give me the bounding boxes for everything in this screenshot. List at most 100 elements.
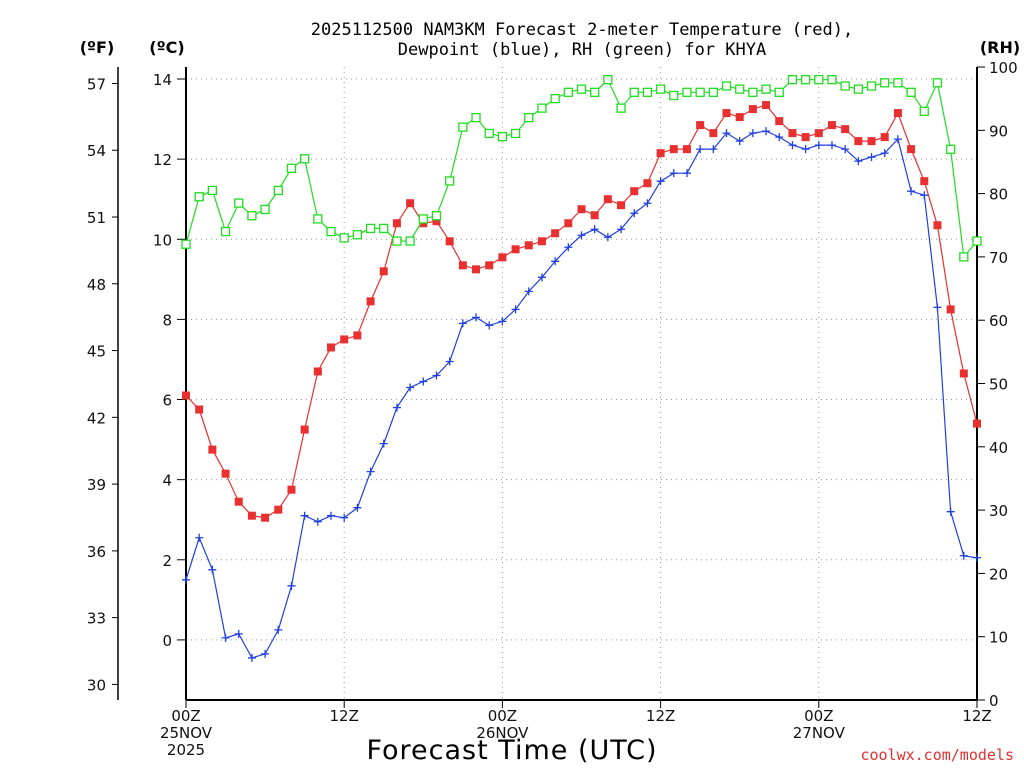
temperature-point bbox=[748, 105, 757, 114]
rh-tick-label: 30 bbox=[989, 502, 1008, 520]
temperature-point bbox=[485, 261, 494, 270]
rh-point bbox=[405, 236, 415, 246]
temperature-point bbox=[709, 129, 718, 138]
temperature-point bbox=[722, 109, 731, 118]
rh-tick-label: 70 bbox=[989, 249, 1008, 267]
dewpoint-point bbox=[221, 633, 230, 642]
dewpoint-point bbox=[182, 575, 190, 584]
dewpoint-point bbox=[788, 141, 797, 150]
dewpoint-point bbox=[564, 243, 573, 252]
rh-point bbox=[537, 103, 547, 113]
rh-point bbox=[260, 204, 270, 215]
temperature-point bbox=[208, 445, 217, 454]
temperature-point bbox=[841, 125, 850, 134]
temperature-point bbox=[406, 199, 415, 208]
rh-point bbox=[576, 84, 587, 94]
x-tick-label: 12Z bbox=[330, 707, 359, 725]
dewpoint-point bbox=[617, 225, 626, 234]
x-tick-label: 26NOV bbox=[476, 724, 529, 742]
fahrenheit-tick-label: 30 bbox=[87, 676, 106, 694]
dewpoint-point bbox=[287, 581, 296, 590]
temperature-point bbox=[353, 331, 362, 340]
x-tick-label: 25NOV bbox=[160, 724, 213, 742]
rh-tick-label: 80 bbox=[989, 186, 1008, 204]
rh-point bbox=[866, 81, 877, 91]
dewpoint-point bbox=[973, 553, 981, 562]
dewpoint-point bbox=[379, 439, 388, 448]
temperature-point bbox=[577, 205, 586, 214]
chart-title-line-1: 2025112500 NAM3KM Forecast 2-meter Tempe… bbox=[311, 20, 853, 40]
dewpoint-point bbox=[748, 129, 757, 138]
rh-unit-label: (RH) bbox=[980, 38, 1020, 57]
rh-point bbox=[840, 81, 850, 91]
rh-point bbox=[721, 81, 732, 91]
chart-title-line-2: Dewpoint (blue), RH (green) for KHYA bbox=[398, 40, 766, 60]
temperature-point bbox=[656, 149, 665, 158]
celsius-tick-label: 12 bbox=[153, 151, 172, 169]
dewpoint-point bbox=[603, 233, 612, 242]
rh-point bbox=[735, 84, 745, 94]
dewpoint-point bbox=[366, 467, 375, 476]
temperature-point bbox=[511, 245, 520, 254]
rh-point bbox=[972, 236, 982, 246]
rh-point bbox=[906, 87, 916, 97]
axis-ticks: 0 2 4 6 8 10 12 14 30 33 36 39 42 45 48 51 54 57 0 10 20 30 40… bbox=[87, 59, 1018, 759]
temperature-point bbox=[867, 137, 876, 146]
rh-point bbox=[313, 214, 323, 224]
celsius-tick-label: 10 bbox=[153, 231, 172, 249]
dewpoint-point bbox=[959, 551, 968, 560]
dewpoint-point bbox=[630, 209, 639, 218]
dewpoint-point bbox=[274, 625, 283, 634]
rh-point bbox=[642, 87, 653, 97]
rh-point bbox=[945, 144, 956, 154]
rh-point bbox=[510, 128, 521, 139]
temperature-point bbox=[696, 121, 705, 130]
dewpoint-point bbox=[946, 507, 955, 516]
temperature-point bbox=[946, 305, 955, 314]
temperature-point bbox=[854, 137, 863, 146]
temperature-point bbox=[366, 297, 375, 306]
temperature-point bbox=[682, 145, 691, 154]
rh-point bbox=[234, 198, 244, 208]
dewpoint-point bbox=[775, 133, 784, 142]
dewpoint-point bbox=[419, 377, 428, 386]
dewpoint-point bbox=[643, 199, 652, 208]
dewpoint-point bbox=[933, 303, 942, 312]
dewpoint-point bbox=[841, 145, 850, 154]
dewpoint-point bbox=[406, 383, 415, 392]
fahrenheit-tick-label: 57 bbox=[87, 75, 106, 93]
celsius-tick-label: 4 bbox=[162, 472, 172, 490]
rh-point bbox=[418, 214, 428, 224]
celsius-unit-label: (ºC) bbox=[149, 38, 184, 57]
rh-point bbox=[787, 75, 798, 85]
fahrenheit-tick-label: 51 bbox=[87, 209, 106, 227]
dewpoint-point bbox=[735, 137, 744, 146]
temperature-point bbox=[973, 419, 981, 428]
dewpoint-point bbox=[247, 653, 256, 662]
temperature-point bbox=[327, 343, 336, 352]
rh-point bbox=[603, 75, 613, 85]
series-0 bbox=[182, 101, 981, 522]
temperature-point bbox=[261, 513, 270, 522]
dewpoint-point bbox=[195, 533, 204, 542]
temperature-point bbox=[590, 211, 599, 220]
rh-point bbox=[880, 78, 890, 88]
dewpoint-point bbox=[524, 287, 533, 296]
temperature-point bbox=[814, 129, 823, 138]
rh-point bbox=[484, 128, 494, 139]
temperature-point bbox=[392, 219, 401, 228]
dewpoint-point bbox=[300, 511, 309, 520]
rh-point bbox=[220, 226, 231, 237]
temperature-point bbox=[564, 219, 573, 228]
dewpoint-point bbox=[392, 403, 401, 412]
temperature-point bbox=[537, 237, 546, 246]
series-1 bbox=[182, 127, 981, 662]
temperature-point bbox=[735, 113, 744, 122]
rh-point bbox=[247, 211, 257, 221]
rh-tick-label: 60 bbox=[989, 312, 1008, 330]
rh-point bbox=[655, 84, 666, 94]
rh-point bbox=[471, 112, 481, 123]
rh-point bbox=[286, 163, 297, 173]
dewpoint-point bbox=[353, 503, 362, 512]
rh-tick-label: 20 bbox=[989, 565, 1008, 583]
